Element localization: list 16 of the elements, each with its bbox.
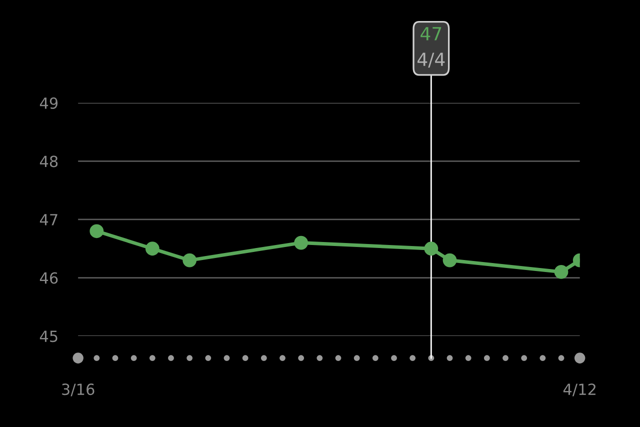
y-tick-label: 48 [40, 156, 58, 168]
point [442, 253, 457, 268]
x-tick-label: 3/16 [62, 384, 94, 396]
point [554, 264, 568, 279]
y-tick-label: 45 [40, 330, 58, 342]
point [145, 242, 160, 256]
y-tick-label: 49 [40, 97, 58, 109]
point [424, 242, 438, 256]
ref-line-label: 4/4 [418, 52, 445, 68]
x-tick-label: 4/12 [563, 384, 596, 396]
point [90, 224, 104, 238]
y-tick-label: 47 [40, 214, 58, 226]
point [182, 253, 197, 268]
text: 47 [420, 27, 442, 40]
point [294, 236, 308, 250]
y-tick-label: 46 [40, 272, 58, 284]
